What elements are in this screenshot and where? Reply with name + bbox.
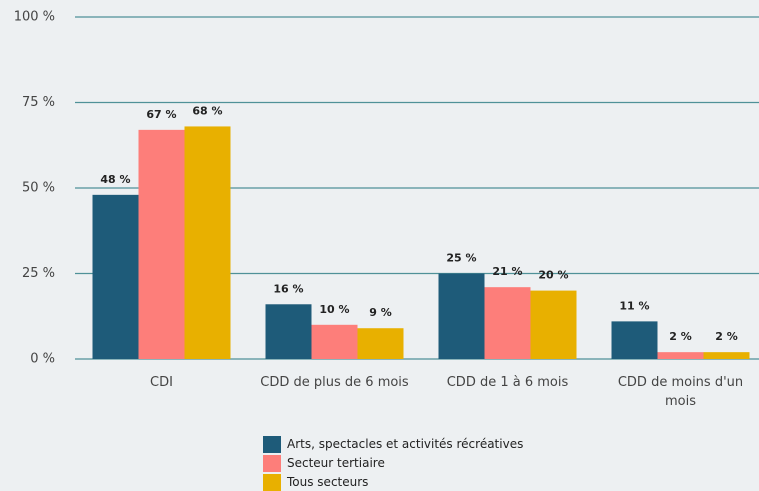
- bar: [703, 352, 750, 359]
- data-label: 11 %: [619, 299, 649, 312]
- x-tick-label: CDD de plus de 6 mois: [260, 375, 409, 390]
- x-tick-label: CDD de 1 à 6 mois: [446, 375, 569, 390]
- data-label: 48 %: [100, 173, 130, 186]
- legend-item: Tous secteurs: [263, 473, 368, 491]
- legend-swatch: [263, 454, 281, 472]
- legend-label: Tous secteurs: [287, 475, 369, 489]
- bar: [92, 194, 139, 359]
- data-label: 20 %: [538, 269, 568, 282]
- legend-item: Arts, spectacles et activités récréative…: [263, 435, 523, 453]
- data-label: 16 %: [273, 282, 303, 295]
- legend-label: Arts, spectacles et activités récréative…: [287, 437, 524, 451]
- y-tick-label: 75 %: [22, 95, 55, 110]
- data-label: 25 %: [446, 252, 476, 265]
- bar: [357, 328, 404, 359]
- bar: [184, 126, 231, 359]
- y-tick-label: 100 %: [14, 10, 55, 25]
- bar: [611, 321, 658, 359]
- x-tick-label: CDI: [150, 375, 173, 390]
- legend-label: Secteur tertiaire: [287, 456, 385, 470]
- bar: [438, 273, 485, 359]
- y-tick-label: 0 %: [30, 352, 55, 367]
- x-tick-label: CDD de moins d'un mois: [617, 375, 744, 409]
- y-tick-label: 25 %: [22, 266, 55, 281]
- data-label: 68 %: [192, 104, 222, 117]
- bar: [484, 287, 531, 359]
- bar: [311, 324, 358, 359]
- bar: [138, 129, 185, 359]
- y-tick-label: 50 %: [22, 181, 55, 196]
- legend-swatch: [263, 473, 281, 491]
- bar: [657, 352, 704, 359]
- data-label: 2 %: [715, 330, 738, 343]
- bar: [530, 290, 577, 359]
- data-label: 10 %: [319, 303, 349, 316]
- data-label: 67 %: [146, 108, 176, 121]
- bar: [265, 304, 312, 359]
- data-label: 21 %: [492, 265, 522, 278]
- legend-swatch: [263, 435, 281, 453]
- data-label: 2 %: [669, 330, 692, 343]
- data-label: 9 %: [369, 306, 392, 319]
- legend-item: Secteur tertiaire: [263, 454, 385, 472]
